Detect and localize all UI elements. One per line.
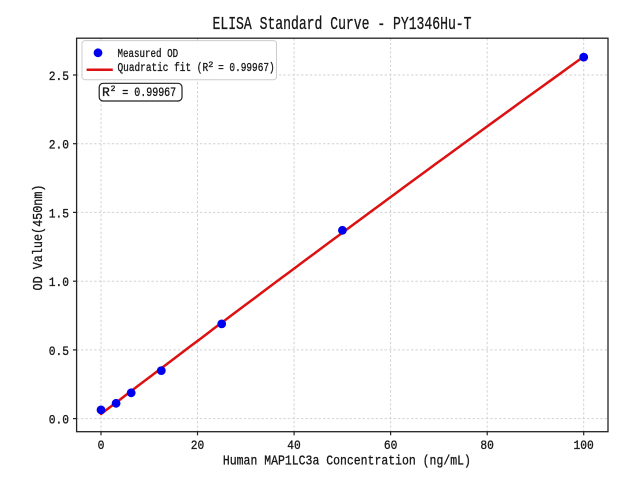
svg-text:60: 60 [384,438,398,453]
svg-text:2: 2 [208,60,213,70]
svg-text:1.0: 1.0 [49,275,69,290]
svg-text:100: 100 [574,438,594,453]
svg-text:0: 0 [98,438,105,453]
svg-text:R: R [102,85,110,100]
svg-text:Human MAP1LC3a Concentration (: Human MAP1LC3a Concentration (ng/mL) [223,454,471,470]
svg-text:80: 80 [480,438,494,453]
svg-text:0.5: 0.5 [49,344,69,359]
svg-text:Measured OD: Measured OD [118,47,179,61]
svg-text:2.0: 2.0 [49,138,69,153]
svg-text:20: 20 [191,438,205,453]
svg-text:0.0: 0.0 [49,413,69,428]
svg-text:OD Value(450nm): OD Value(450nm) [31,185,47,291]
svg-text:2: 2 [111,85,116,94]
svg-text:2.5: 2.5 [49,69,69,84]
svg-text:ELISA Standard Curve - PY1346H: ELISA Standard Curve - PY1346Hu-T [213,15,472,35]
svg-text:40: 40 [287,438,301,453]
svg-text:1.5: 1.5 [49,206,69,221]
svg-text:= 0.99967: = 0.99967 [122,86,176,100]
svg-text:Quadratic fit (R: Quadratic fit (R [118,61,209,75]
svg-text:= 0.99967): = 0.99967) [218,61,275,75]
